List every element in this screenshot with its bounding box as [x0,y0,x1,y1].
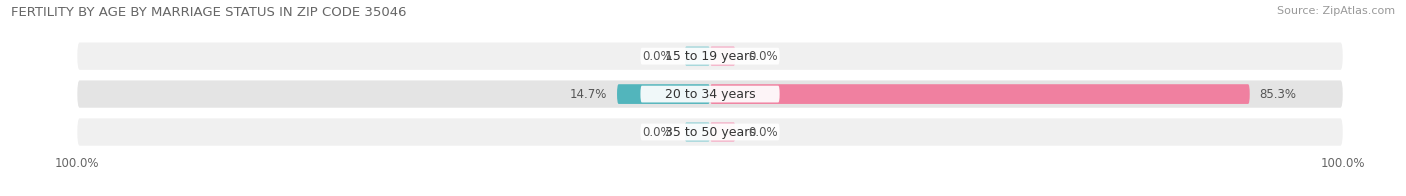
FancyBboxPatch shape [710,122,735,142]
FancyBboxPatch shape [685,46,710,66]
Text: 85.3%: 85.3% [1260,88,1296,101]
FancyBboxPatch shape [685,122,710,142]
FancyBboxPatch shape [710,84,1250,104]
FancyBboxPatch shape [641,48,780,64]
FancyBboxPatch shape [77,43,1343,70]
Text: 0.0%: 0.0% [748,50,778,63]
FancyBboxPatch shape [617,84,710,104]
FancyBboxPatch shape [641,124,780,140]
Text: 20 to 34 years: 20 to 34 years [665,88,755,101]
FancyBboxPatch shape [77,80,1343,108]
Text: 0.0%: 0.0% [643,125,672,139]
Text: 14.7%: 14.7% [571,88,607,101]
Text: 35 to 50 years: 35 to 50 years [665,125,755,139]
FancyBboxPatch shape [77,118,1343,146]
Text: 0.0%: 0.0% [748,125,778,139]
FancyBboxPatch shape [710,46,735,66]
Text: 15 to 19 years: 15 to 19 years [665,50,755,63]
Text: FERTILITY BY AGE BY MARRIAGE STATUS IN ZIP CODE 35046: FERTILITY BY AGE BY MARRIAGE STATUS IN Z… [11,6,406,19]
Text: 0.0%: 0.0% [643,50,672,63]
Text: Source: ZipAtlas.com: Source: ZipAtlas.com [1277,6,1395,16]
FancyBboxPatch shape [641,86,780,103]
